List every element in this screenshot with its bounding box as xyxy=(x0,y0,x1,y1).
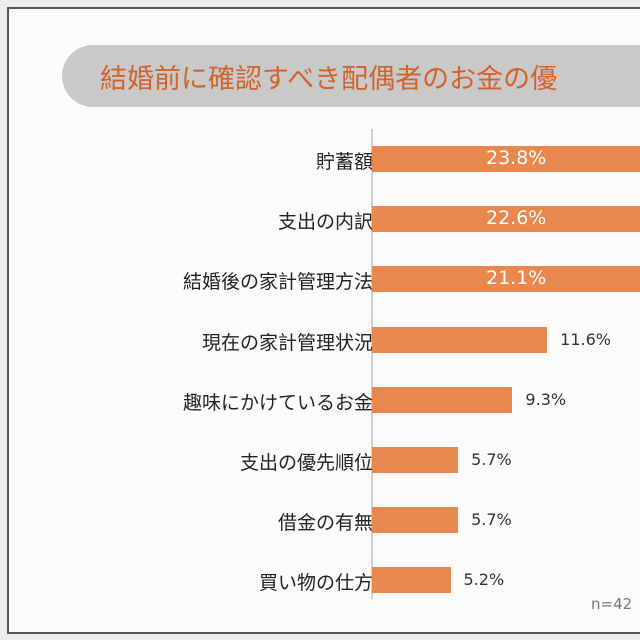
category-label: 借金の有無 xyxy=(277,512,373,535)
bar xyxy=(372,146,640,172)
bar xyxy=(372,266,640,293)
category-label: 趣味にかけているお金 xyxy=(182,391,373,414)
data-label: 21.1% xyxy=(486,267,547,290)
bar xyxy=(372,206,640,233)
sample-size-note: n=42 xyxy=(591,595,633,613)
data-label: 9.3% xyxy=(525,389,567,409)
category-label: 貯蓄額 xyxy=(315,151,373,173)
bar xyxy=(372,567,451,594)
bar xyxy=(372,326,548,353)
category-label: 結婚後の家計管理方法 xyxy=(182,271,373,294)
category-label: 支出の優先順位 xyxy=(239,452,373,474)
category-label: 買い物の仕方 xyxy=(258,572,373,595)
category-label: 支出の内訳 xyxy=(277,211,373,234)
data-label: 23.8% xyxy=(486,147,547,169)
category-label: 現在の家計管理状況 xyxy=(201,331,373,354)
bar xyxy=(372,386,513,413)
title-banner: 結婚前に確認すべき配偶者のお金の優 xyxy=(62,45,640,107)
data-label: 11.6% xyxy=(560,329,611,349)
data-label: 5.7% xyxy=(471,510,512,530)
y-axis-line xyxy=(371,129,373,599)
chart-frame: 結婚前に確認すべき配偶者のお金の優 貯蓄額 23.8% 支出の内訳 22.6% 結婚後の… xyxy=(7,7,640,634)
bar xyxy=(372,507,459,534)
data-label: 5.7% xyxy=(471,450,512,469)
chart-title: 結婚前に確認すべき配偶者のお金の優 xyxy=(100,64,558,95)
data-label: 22.6% xyxy=(486,207,547,230)
data-label: 5.2% xyxy=(463,570,505,590)
bar xyxy=(372,447,459,473)
